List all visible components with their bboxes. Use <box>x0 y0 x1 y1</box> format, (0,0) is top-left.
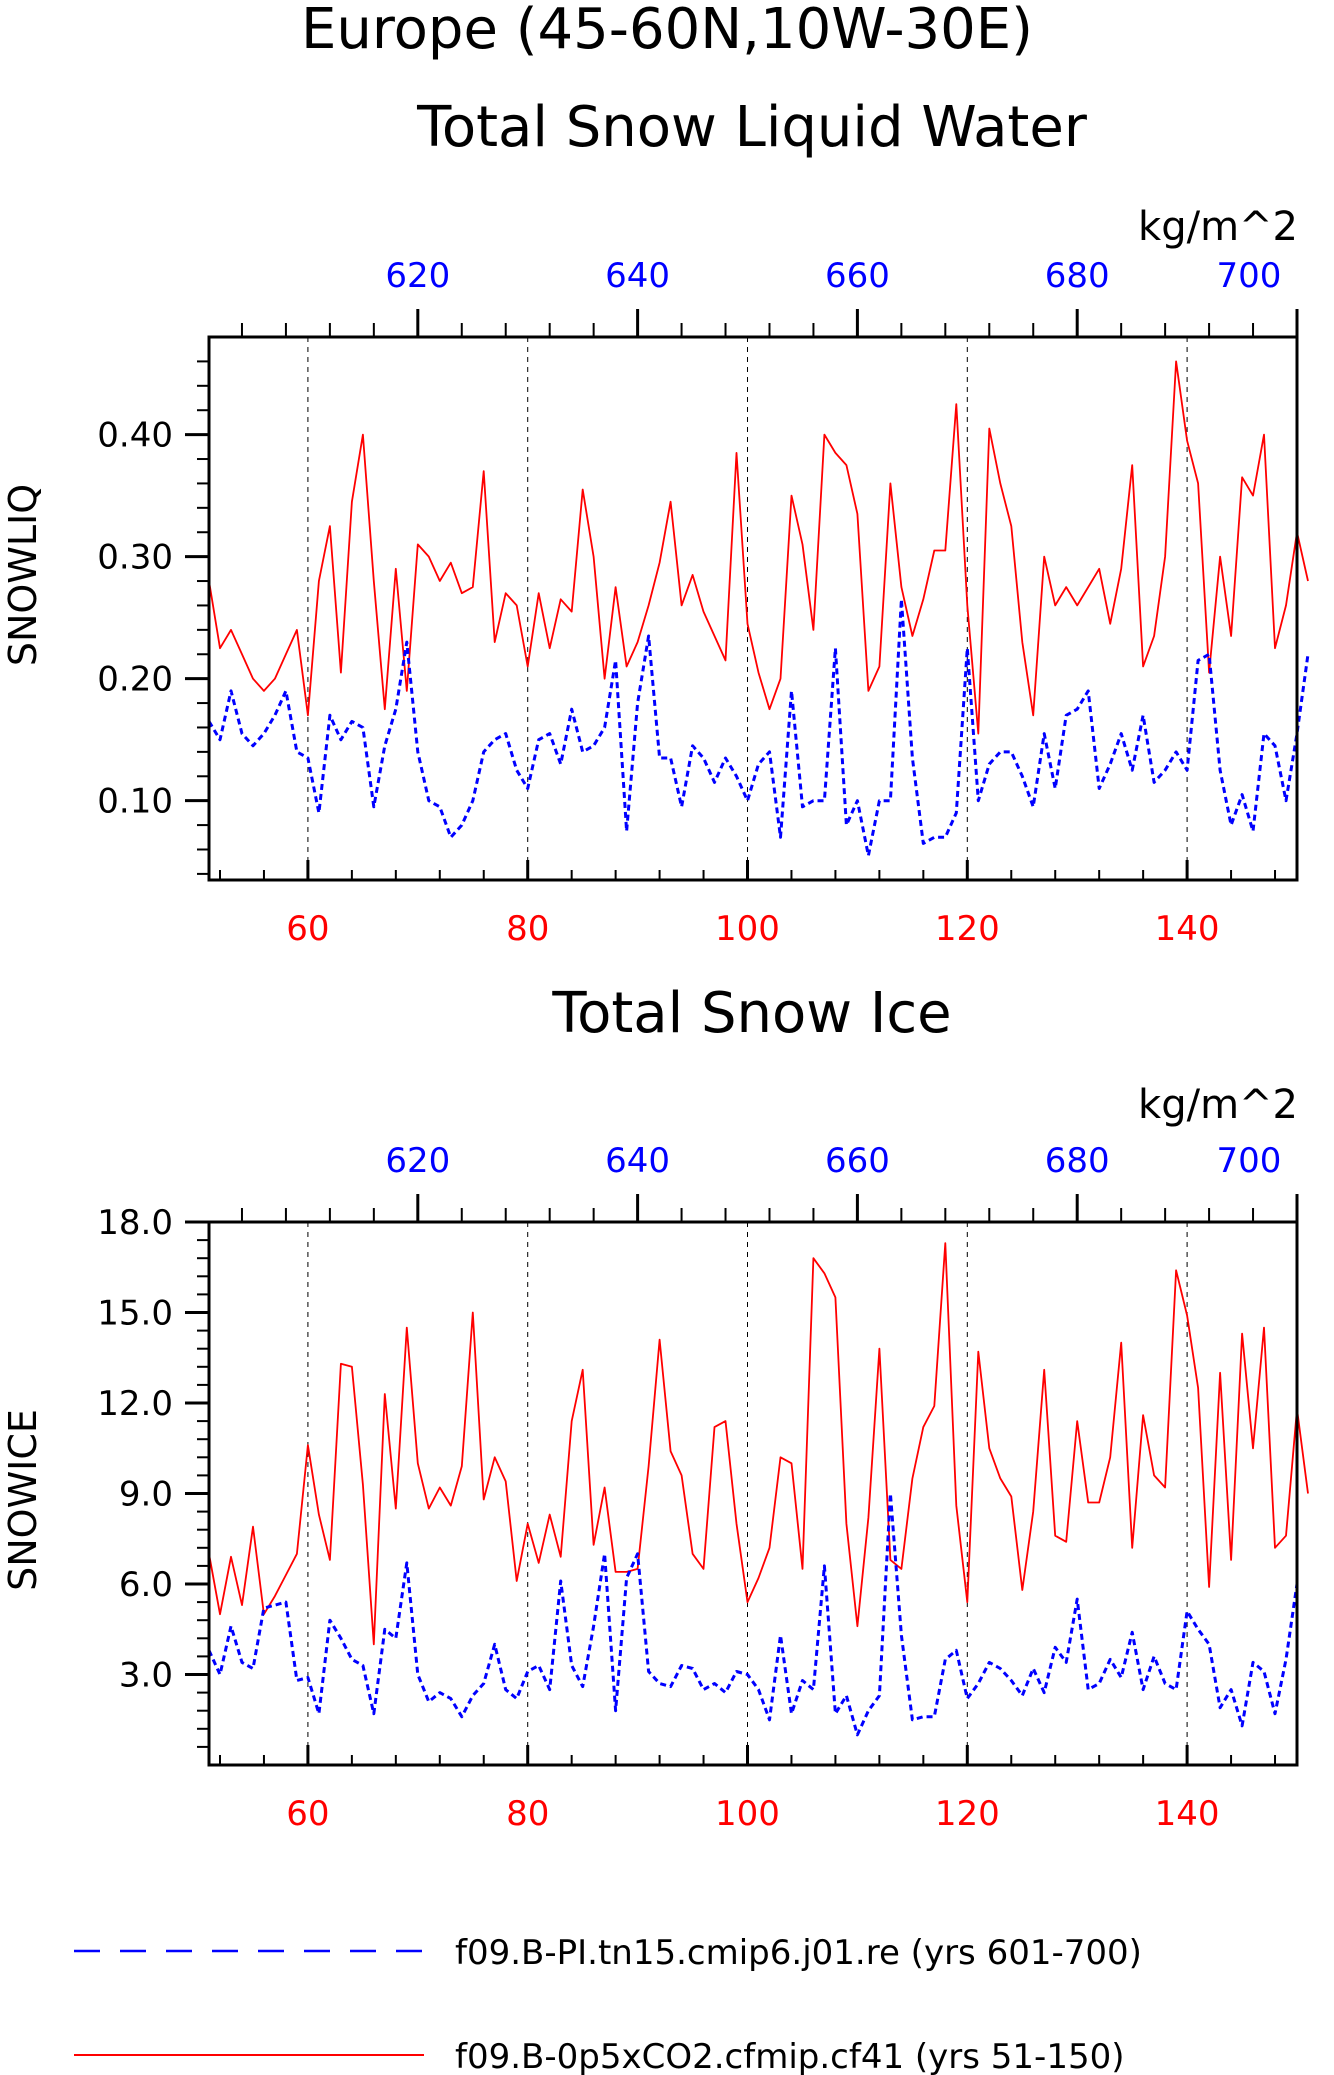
bottom-tick-label: 100 <box>715 909 780 949</box>
units-label: kg/m^2 <box>1138 1082 1298 1128</box>
y-tick-label: 15.0 <box>97 1294 173 1334</box>
y-tick-label: 6.0 <box>119 1565 173 1605</box>
vertical-grid <box>307 1222 1188 1765</box>
y-tick-label: 0.40 <box>97 416 173 456</box>
y-tick-label: 12.0 <box>97 1384 173 1424</box>
y-tick-label: 3.0 <box>119 1656 173 1696</box>
bottom-tick-label: 140 <box>1155 909 1220 949</box>
top-tick-label: 700 <box>1217 256 1282 296</box>
series-group <box>207 1242 1309 1737</box>
series-group <box>207 360 1310 858</box>
panel-title: Total Snow Liquid Water <box>416 95 1088 160</box>
legend-label-pi: f09.B-PI.tn15.cmip6.j01.re (yrs 601-700) <box>455 1933 1142 1973</box>
panel-snowice: Total Snow Ice kg/m^2 SNOWICE 60 80 100 120… <box>1 981 1309 1834</box>
y-tick-label: 9.0 <box>119 1475 173 1515</box>
plot-frame <box>207 335 1299 882</box>
series-line-red-solid <box>208 1242 1309 1646</box>
top-tick-label: 640 <box>605 1141 670 1181</box>
bottom-tick-label: 80 <box>506 909 549 949</box>
bottom-tick-label: 60 <box>286 1794 329 1834</box>
legend-label-co2: f09.B-0p5xCO2.cfmip.cf41 (yrs 51-150) <box>455 2037 1124 2075</box>
axes: 60 80 100 120 140 620 640 660 680 700 0.10 0.20 0.30… <box>97 256 1299 949</box>
top-tick-label: 620 <box>385 256 450 296</box>
y-axis-label: SNOWICE <box>1 1409 45 1591</box>
top-tick-label: 680 <box>1045 1141 1110 1181</box>
bottom-tick-label: 120 <box>935 1794 1000 1834</box>
y-tick-label: 0.30 <box>97 538 173 578</box>
bottom-tick-label: 80 <box>506 1794 549 1834</box>
legend: f09.B-PI.tn15.cmip6.j01.re (yrs 601-700)… <box>74 1933 1142 2075</box>
series-line-red-solid <box>208 360 1309 735</box>
series-line-blue-dashed <box>207 1492 1299 1737</box>
top-tick-label: 620 <box>385 1141 450 1181</box>
panel-title: Total Snow Ice <box>551 981 951 1046</box>
y-tick-label: 0.10 <box>97 782 173 822</box>
axes: 60 80 100 120 140 620 640 660 680 700 3.0 6.0 9.0 12.… <box>97 1141 1299 1834</box>
bottom-tick-label: 60 <box>286 909 329 949</box>
units-label: kg/m^2 <box>1138 204 1298 250</box>
page-title: Europe (45-60N,10W-30E) <box>301 0 1033 62</box>
top-tick-label: 680 <box>1045 256 1110 296</box>
top-tick-label: 660 <box>825 1141 890 1181</box>
series-line-blue-dashed <box>207 597 1310 858</box>
bottom-tick-label: 140 <box>1155 1794 1220 1834</box>
bottom-tick-label: 120 <box>935 909 1000 949</box>
panel-snowliq: Total Snow Liquid Water kg/m^2 SNOWLIQ 6… <box>1 95 1310 949</box>
top-tick-label: 700 <box>1217 1141 1282 1181</box>
y-tick-label: 18.0 <box>97 1203 173 1243</box>
y-axis-label: SNOWLIQ <box>1 484 45 666</box>
top-tick-label: 660 <box>825 256 890 296</box>
bottom-tick-label: 100 <box>715 1794 780 1834</box>
y-tick-label: 0.20 <box>97 660 173 700</box>
top-tick-label: 640 <box>605 256 670 296</box>
